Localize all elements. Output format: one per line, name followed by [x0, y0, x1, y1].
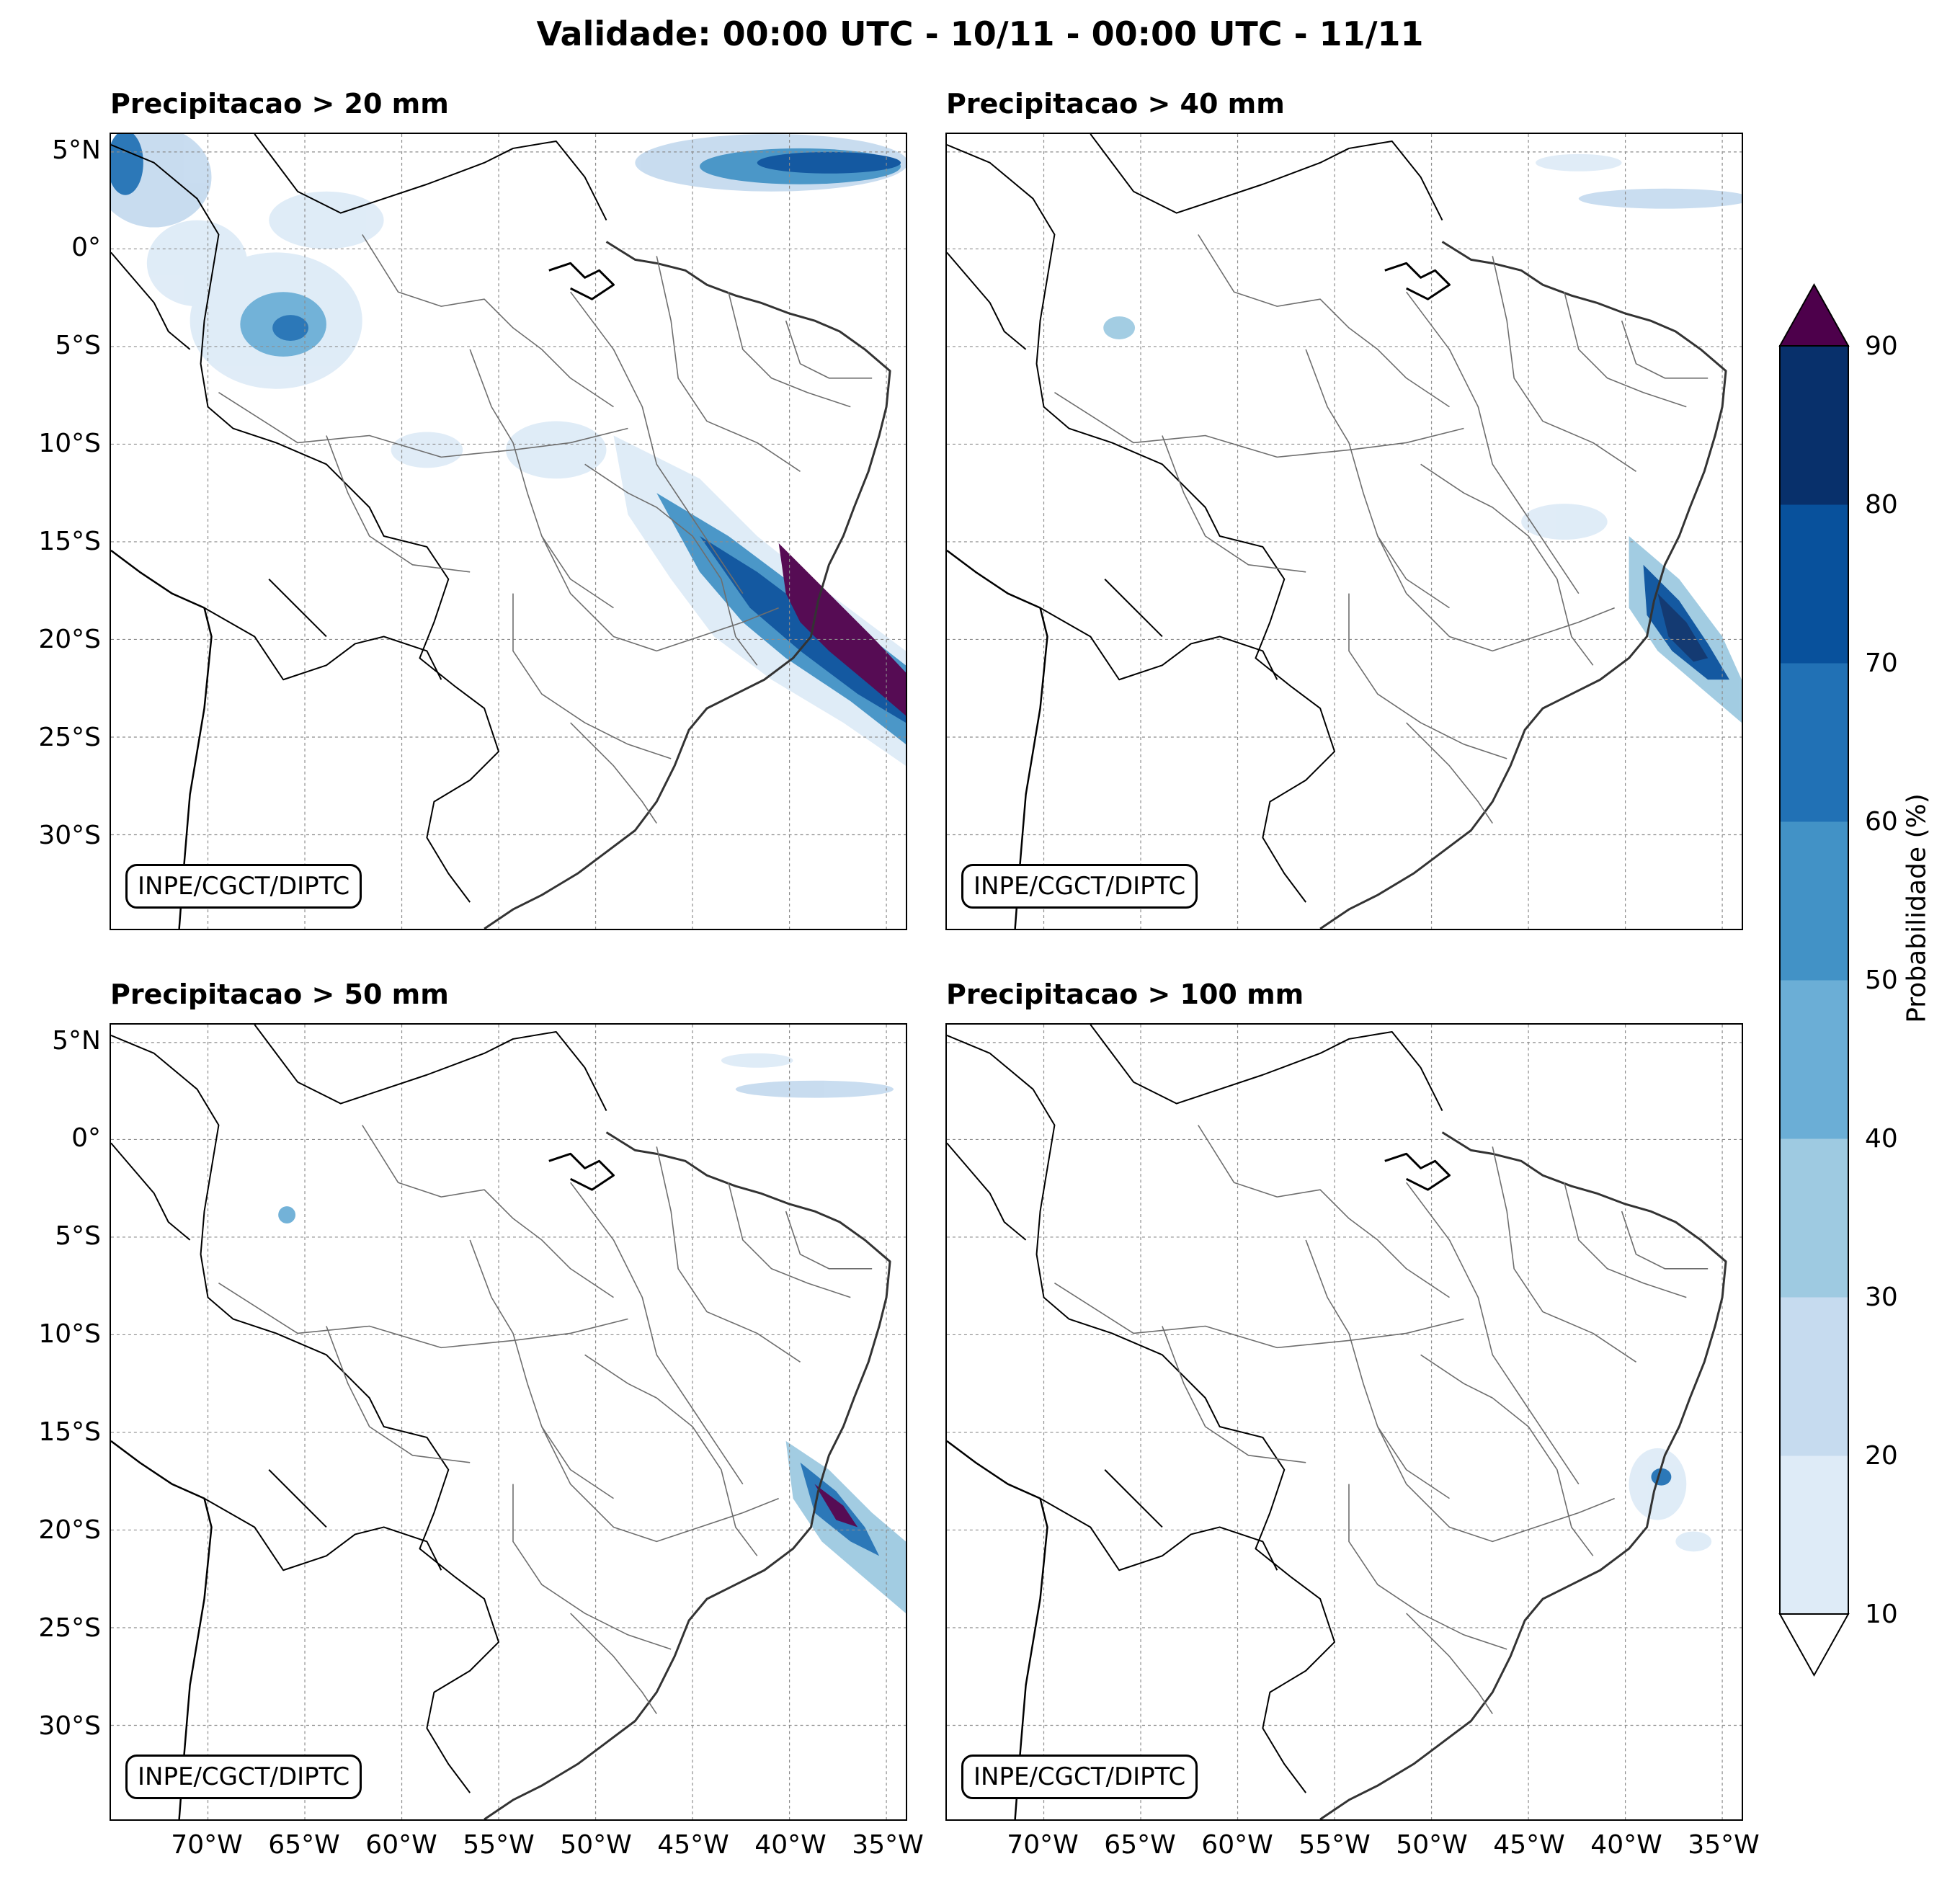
colorbar-segment: [1780, 1297, 1848, 1456]
watermark-stamp: INPE/CGCT/DIPTC: [961, 864, 1198, 909]
watermark-stamp: INPE/CGCT/DIPTC: [961, 1755, 1198, 1799]
colorbar-segment: [1780, 504, 1848, 664]
watermark-stamp: INPE/CGCT/DIPTC: [125, 864, 362, 909]
lon-tick: 50°W: [1396, 1830, 1468, 1860]
lat-tick: 15°S: [38, 1417, 101, 1447]
lat-tick: 25°S: [38, 1613, 101, 1643]
map-panel-20mm: INPE/CGCT/DIPTC: [110, 133, 907, 930]
colorbar-tick: 40: [1865, 1124, 1898, 1154]
lon-tick: 60°W: [365, 1830, 437, 1860]
colorbar-tick: 60: [1865, 807, 1898, 837]
lat-tick: 10°S: [38, 429, 101, 458]
colorbar-tick: 70: [1865, 648, 1898, 678]
colorbar-tick: 90: [1865, 331, 1898, 361]
colorbar-under-arrow: [1778, 1613, 1850, 1677]
lat-tick: 5°S: [55, 331, 101, 360]
lon-tick: 60°W: [1201, 1830, 1273, 1860]
colorbar-segment: [1780, 821, 1848, 981]
lon-tick: 40°W: [1590, 1830, 1662, 1860]
map-panel-40mm: INPE/CGCT/DIPTC: [945, 133, 1743, 930]
probability-shading: [1629, 1448, 1712, 1552]
probability-shading: [1103, 153, 1742, 723]
lat-tick: 15°S: [38, 527, 101, 556]
lon-tick: 55°W: [463, 1830, 535, 1860]
lon-tick: 40°W: [754, 1830, 827, 1860]
lat-tick: 25°S: [38, 723, 101, 752]
colorbar-tick: 30: [1865, 1283, 1898, 1312]
colorbar-tick: 50: [1865, 966, 1898, 995]
lon-tick: 45°W: [657, 1830, 729, 1860]
colorbar-segment: [1780, 346, 1848, 505]
colorbar-label: Probabilidade (%): [1902, 793, 1932, 1023]
map-panel-100mm: INPE/CGCT/DIPTC: [945, 1023, 1743, 1821]
lat-tick: 0°: [71, 233, 101, 262]
lon-tick: 55°W: [1298, 1830, 1371, 1860]
colorbar-tick: 20: [1865, 1441, 1898, 1471]
panel-2-title: Precipitacao > 40 mm: [946, 88, 1285, 120]
panel-3-title: Precipitacao > 50 mm: [110, 978, 449, 1010]
lat-tick: 20°S: [38, 1515, 101, 1545]
map-panel-50mm: INPE/CGCT/DIPTC: [110, 1023, 907, 1821]
colorbar-over-arrow: [1778, 282, 1850, 347]
panel-1-title: Precipitacao > 20 mm: [110, 88, 449, 120]
panel-4-title: Precipitacao > 100 mm: [946, 978, 1304, 1010]
lon-tick: 70°W: [171, 1830, 243, 1860]
figure-title: Validade: 00:00 UTC - 10/11 - 00:00 UTC …: [536, 14, 1424, 53]
lat-tick: 30°S: [38, 1711, 101, 1741]
lat-tick: 5°N: [52, 1026, 101, 1056]
colorbar-tick: 10: [1865, 1600, 1898, 1629]
lon-tick: 35°W: [852, 1830, 924, 1860]
watermark-stamp: INPE/CGCT/DIPTC: [125, 1755, 362, 1799]
colorbar-segment: [1780, 1138, 1848, 1298]
probability-shading: [111, 134, 906, 766]
colorbar-segment: [1780, 663, 1848, 822]
colorbar-segment: [1780, 980, 1848, 1139]
colorbar-tick: 80: [1865, 490, 1898, 520]
lon-tick: 65°W: [1104, 1830, 1176, 1860]
lon-tick: 35°W: [1688, 1830, 1760, 1860]
colorbar: [1778, 282, 1850, 1677]
lat-tick: 0°: [71, 1123, 101, 1153]
lat-tick: 5°S: [55, 1221, 101, 1251]
lat-tick: 20°S: [38, 625, 101, 654]
colorbar-segment: [1780, 1455, 1848, 1615]
lat-tick: 10°S: [38, 1319, 101, 1349]
lon-tick: 45°W: [1493, 1830, 1565, 1860]
lon-tick: 70°W: [1007, 1830, 1079, 1860]
lat-tick: 5°N: [52, 135, 101, 165]
lon-tick: 50°W: [560, 1830, 632, 1860]
lon-tick: 65°W: [268, 1830, 340, 1860]
lat-tick: 30°S: [38, 821, 101, 850]
